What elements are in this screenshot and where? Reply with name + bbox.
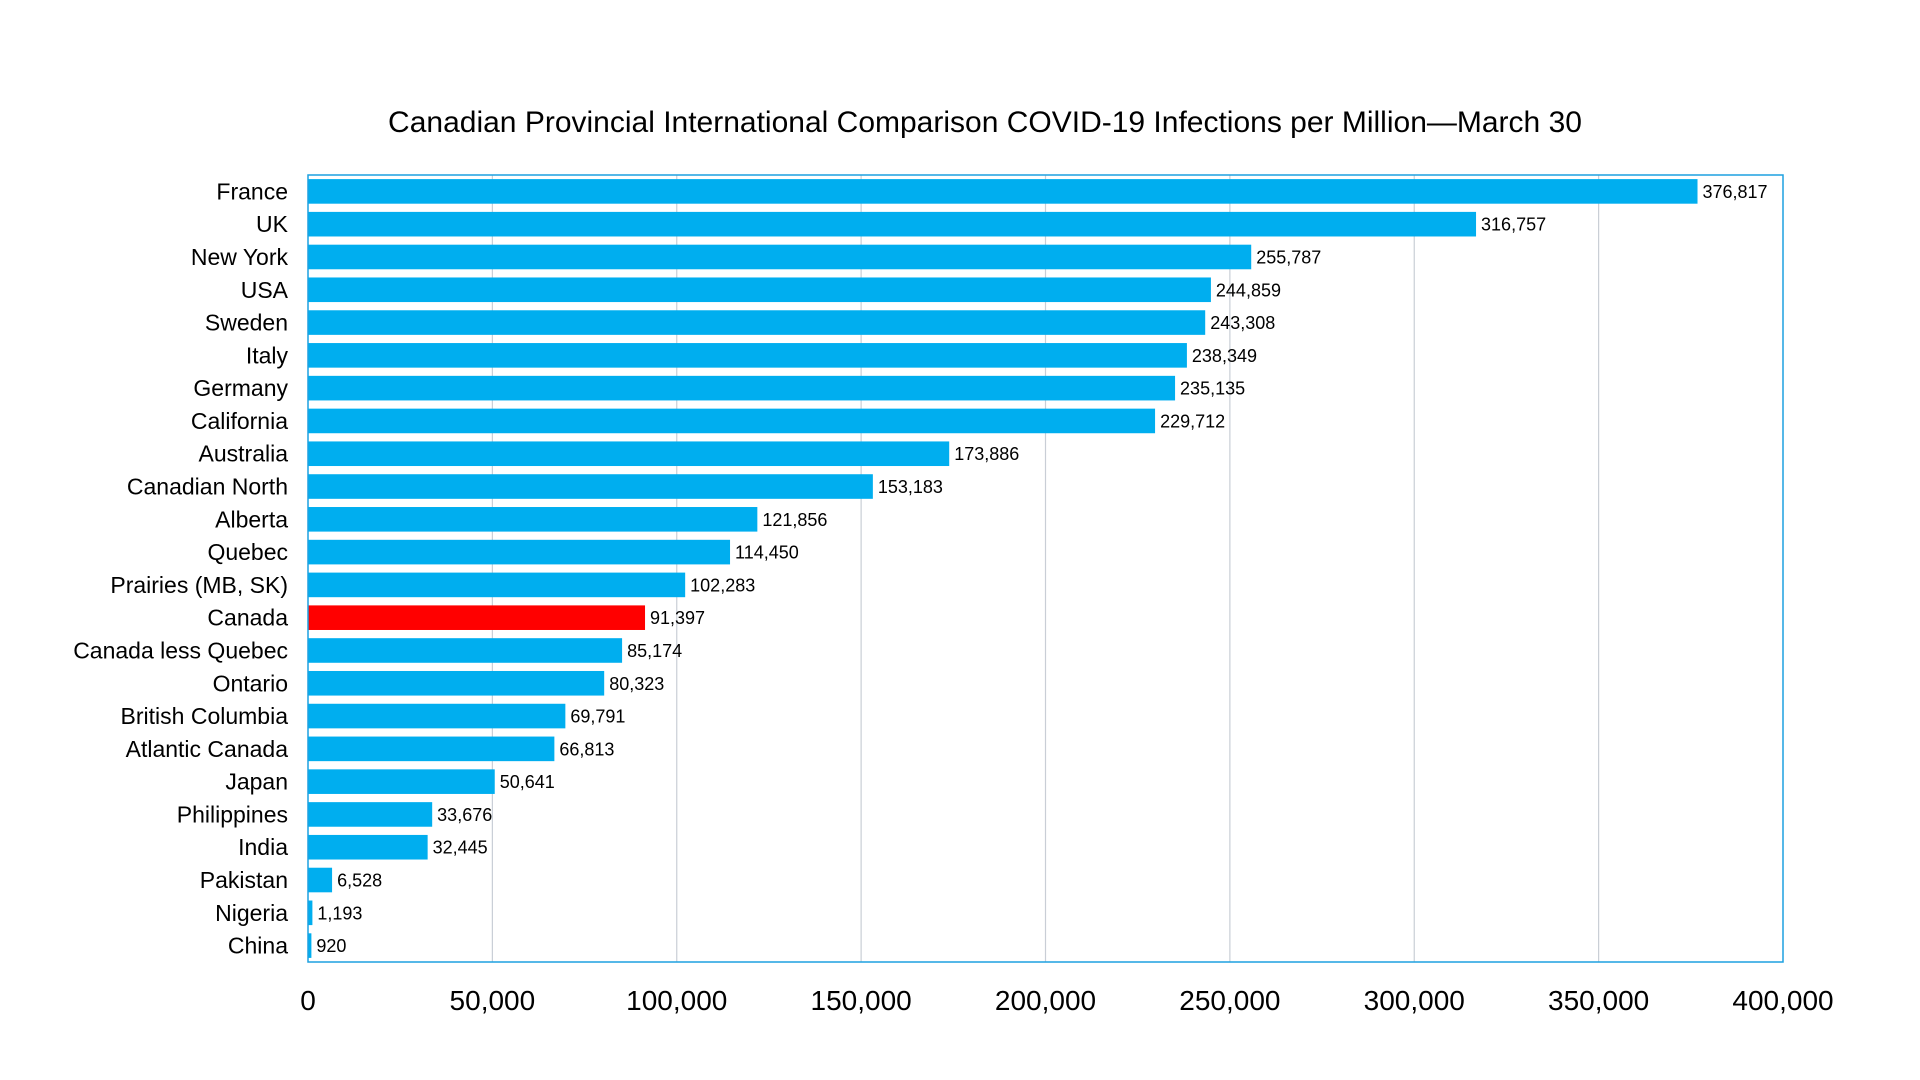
- value-label-italy: 238,349: [1192, 346, 1257, 366]
- category-label-japan: Japan: [225, 769, 288, 795]
- category-label-atlantic-canada: Atlantic Canada: [126, 736, 289, 762]
- value-label-canada: 91,397: [650, 608, 705, 628]
- value-label-australia: 173,886: [954, 444, 1019, 464]
- value-label-india: 32,445: [433, 838, 488, 858]
- category-label-sweden: Sweden: [205, 310, 288, 336]
- x-tick-label: 150,000: [811, 985, 912, 1016]
- value-label-ontario: 80,323: [609, 674, 664, 694]
- bars: [308, 179, 1698, 958]
- category-labels: France UK New York USA Sweden Italy Germany Cal…: [73, 178, 288, 958]
- x-tick-label: 0: [300, 985, 316, 1016]
- category-label-pakistan: Pakistan: [200, 867, 288, 893]
- bar-canadian-north: [308, 474, 873, 499]
- category-label-california: California: [191, 408, 288, 434]
- bar-italy: [308, 343, 1187, 368]
- x-tick-label: 50,000: [450, 985, 536, 1016]
- category-label-ontario: Ontario: [213, 670, 288, 696]
- category-label-canada: Canada: [207, 605, 288, 631]
- bar-prairies-mb-sk: [308, 572, 686, 598]
- value-label-british-columbia: 69,791: [570, 707, 625, 727]
- value-label-canadian-north: 153,183: [878, 477, 943, 497]
- value-label-sweden: 243,308: [1210, 313, 1275, 333]
- value-label-prairies-mb-sk: 102,283: [690, 575, 755, 595]
- bar-philippines: [308, 802, 433, 827]
- category-label-usa: USA: [241, 277, 289, 303]
- category-label-italy: Italy: [246, 342, 289, 368]
- category-label-canadian-north: Canadian North: [127, 474, 288, 500]
- bar-california: [308, 408, 1156, 434]
- bar-france: [308, 179, 1698, 204]
- category-label-philippines: Philippines: [177, 801, 288, 827]
- x-tick-label: 300,000: [1364, 985, 1465, 1016]
- value-label-nigeria: 1,193: [317, 903, 362, 923]
- bar-china: [308, 933, 312, 958]
- bar-new-york: [308, 244, 1252, 270]
- bar-ontario: [308, 670, 605, 696]
- value-label-new-york: 255,787: [1256, 247, 1321, 267]
- bar-alberta: [308, 507, 758, 532]
- category-label-australia: Australia: [199, 441, 289, 467]
- bar-australia: [308, 441, 950, 467]
- chart-title: Canadian Provincial International Compar…: [388, 106, 1582, 139]
- x-tick-label: 200,000: [995, 985, 1096, 1016]
- bar-canada-less-quebec: [308, 638, 623, 663]
- x-tick-label: 400,000: [1732, 985, 1833, 1016]
- category-label-new-york: New York: [191, 244, 289, 270]
- category-label-nigeria: Nigeria: [215, 900, 288, 926]
- value-label-quebec: 114,450: [735, 543, 799, 563]
- category-label-canada-less-quebec: Canada less Quebec: [73, 637, 288, 663]
- bar-uk: [308, 211, 1477, 237]
- value-label-japan: 50,641: [500, 772, 555, 792]
- category-label-india: India: [238, 834, 288, 860]
- value-label-pakistan: 6,528: [337, 871, 382, 891]
- value-labels: 376,817 316,757 255,787 244,859 243,308 238,3…: [316, 182, 1767, 956]
- bar-canada: [308, 605, 646, 630]
- value-label-usa: 244,859: [1216, 280, 1281, 300]
- bar-quebec: [308, 539, 731, 565]
- value-label-uk: 316,757: [1481, 215, 1546, 235]
- plot-area-frame: [307, 174, 1784, 963]
- x-tick-label: 350,000: [1548, 985, 1649, 1016]
- category-label-alberta: Alberta: [215, 506, 288, 532]
- grid-lines: [491, 175, 1600, 962]
- category-label-quebec: Quebec: [207, 539, 288, 565]
- x-tick-label: 250,000: [1179, 985, 1280, 1016]
- bar-sweden: [308, 310, 1206, 335]
- category-label-prairies-mb-sk: Prairies (MB, SK): [110, 572, 288, 598]
- category-label-france: France: [216, 178, 288, 204]
- bar-atlantic-canada: [308, 736, 555, 762]
- value-label-france: 376,817: [1703, 182, 1768, 202]
- bar-germany: [308, 375, 1176, 401]
- bar-pakistan: [308, 867, 333, 893]
- value-label-china: 920: [316, 936, 346, 956]
- x-tick-labels: 0 50,000 100,000 150,000 200,000 250,000 300,0…: [300, 985, 1833, 1016]
- value-label-california: 229,712: [1160, 411, 1225, 431]
- bar-japan: [308, 769, 495, 794]
- bar-british-columbia: [308, 703, 566, 729]
- category-label-germany: Germany: [193, 375, 288, 401]
- category-label-british-columbia: British Columbia: [121, 703, 289, 729]
- x-tick-label: 100,000: [626, 985, 727, 1016]
- category-label-china: China: [228, 933, 288, 959]
- value-label-philippines: 33,676: [437, 805, 492, 825]
- value-label-canada-less-quebec: 85,174: [627, 641, 682, 661]
- value-label-atlantic-canada: 66,813: [559, 739, 614, 759]
- bar-usa: [308, 277, 1211, 303]
- bar-nigeria: [308, 900, 313, 926]
- value-label-alberta: 121,856: [762, 510, 827, 530]
- bar-india: [308, 834, 428, 860]
- category-label-uk: UK: [256, 211, 289, 237]
- value-label-germany: 235,135: [1180, 379, 1245, 399]
